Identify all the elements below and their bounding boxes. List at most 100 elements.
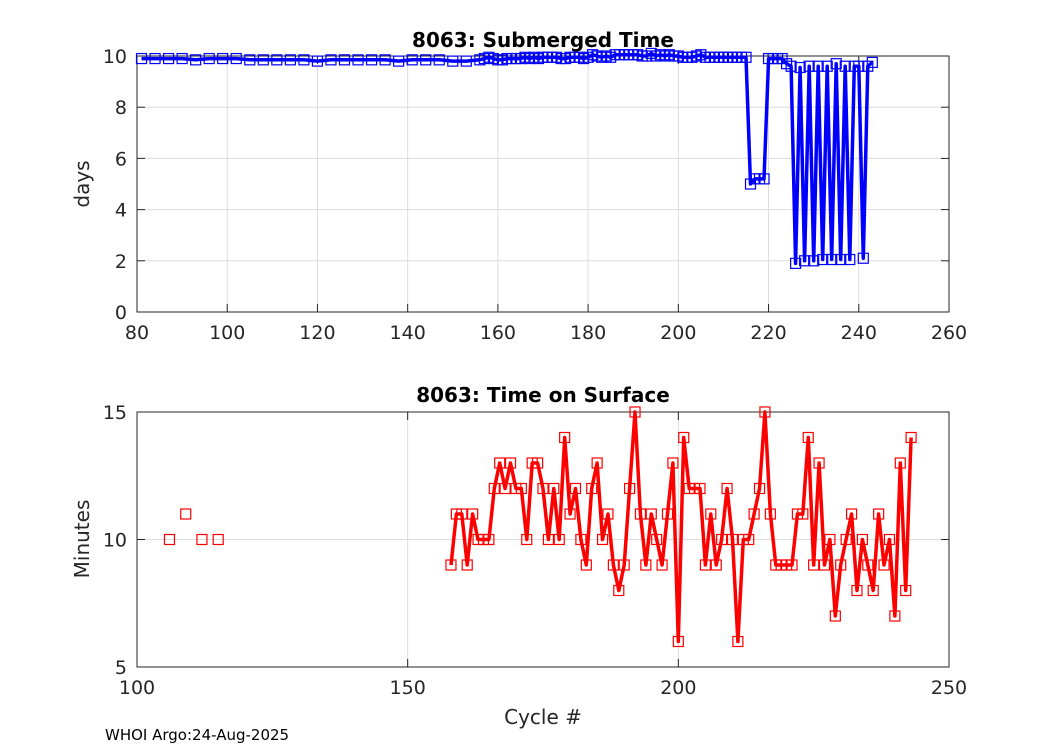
data-point (553, 533, 565, 546)
y-tick-label: 15 (103, 402, 127, 424)
data-point (857, 252, 869, 264)
data-point (586, 482, 598, 495)
data-point (678, 431, 690, 444)
data-point (149, 52, 161, 65)
submerged-series (135, 47, 878, 269)
data-point (786, 559, 798, 571)
submerged-y-axis-label: days (70, 160, 94, 207)
data-point (808, 255, 820, 267)
submerged-axes: 80 100 120 140 160 180 200 220 240 260 0 2 4 6 8 10 (103, 46, 967, 344)
data-point (829, 610, 841, 622)
data-point (196, 533, 208, 546)
data-point (531, 457, 544, 469)
x-tick-label: 260 (931, 322, 967, 344)
data-point (311, 55, 324, 67)
data-point (456, 508, 468, 520)
data-point (808, 559, 820, 571)
data-point (338, 54, 351, 66)
y-tick-label: 6 (115, 148, 127, 170)
data-point (794, 61, 806, 74)
data-point (830, 58, 842, 70)
data-point (866, 56, 878, 69)
data-point (163, 533, 176, 546)
y-tick-label: 5 (115, 657, 127, 679)
data-point (602, 508, 614, 520)
data-point (230, 52, 242, 65)
data-point (162, 52, 175, 65)
data-point (826, 253, 838, 266)
data-point (845, 508, 858, 520)
data-point (651, 533, 663, 546)
data-point (883, 533, 896, 546)
data-point (580, 559, 592, 571)
data-point (699, 559, 712, 571)
data-point (835, 253, 847, 266)
y-tick-label: 2 (115, 251, 127, 273)
data-point (851, 584, 863, 597)
data-point (542, 533, 555, 546)
x-tick-label: 250 (931, 677, 967, 699)
surface-time-chart: 8063: Time on Surface Minutes Cycle # 10… (70, 383, 967, 729)
data-point (564, 508, 576, 520)
data-point (817, 253, 829, 266)
data-point (176, 52, 188, 65)
data-point (447, 55, 459, 67)
data-point (759, 406, 771, 418)
data-point (764, 508, 776, 520)
data-point (624, 482, 636, 495)
data-point (365, 54, 378, 66)
data-point (433, 54, 445, 66)
data-point (821, 60, 833, 72)
data-point (284, 54, 296, 66)
x-tick-label: 200 (660, 677, 696, 699)
data-point (325, 54, 337, 66)
data-point (758, 173, 770, 185)
data-point (135, 52, 148, 65)
footer-stamp: WHOI Argo:24-Aug-2025 (105, 726, 290, 744)
x-tick-label: 150 (390, 677, 426, 699)
data-point (813, 457, 825, 469)
data-point (799, 255, 811, 267)
data-point (575, 533, 587, 546)
data-point (790, 257, 802, 269)
data-point (212, 533, 224, 546)
data-point (694, 482, 706, 495)
data-point (740, 51, 752, 63)
data-point (905, 431, 917, 444)
data-point (591, 457, 603, 469)
data-point (839, 60, 851, 72)
data-point (515, 482, 527, 495)
data-point (710, 559, 722, 571)
x-tick-label: 140 (390, 322, 426, 344)
y-tick-label: 10 (103, 46, 127, 68)
surface-chart-title: 8063: Time on Surface (416, 383, 670, 407)
data-point (726, 533, 739, 546)
data-point (379, 54, 391, 66)
data-point (420, 54, 432, 66)
surface-x-axis-label: Cycle # (504, 705, 582, 729)
data-point (537, 482, 549, 495)
data-point (634, 508, 647, 520)
x-tick-label: 160 (480, 322, 516, 344)
x-tick-label: 120 (299, 322, 335, 344)
data-point (483, 533, 495, 546)
submerged-time-chart: 8063: Submerged Time days 80 100 120 140 160… (70, 28, 967, 344)
y-tick-label: 4 (115, 200, 127, 222)
data-point (499, 482, 511, 495)
x-tick-label: 80 (125, 322, 149, 344)
series-line (449, 410, 913, 644)
x-tick-label: 100 (119, 677, 155, 699)
data-point (797, 508, 809, 520)
data-point (559, 431, 571, 444)
data-point (835, 559, 847, 571)
data-point (732, 635, 744, 648)
data-point (661, 508, 674, 520)
data-point (203, 52, 215, 65)
data-point (748, 508, 760, 520)
data-point (521, 533, 533, 546)
data-point (667, 457, 679, 469)
surface-y-axis-label: Minutes (70, 500, 94, 579)
data-point (217, 52, 229, 65)
data-point (862, 559, 874, 571)
